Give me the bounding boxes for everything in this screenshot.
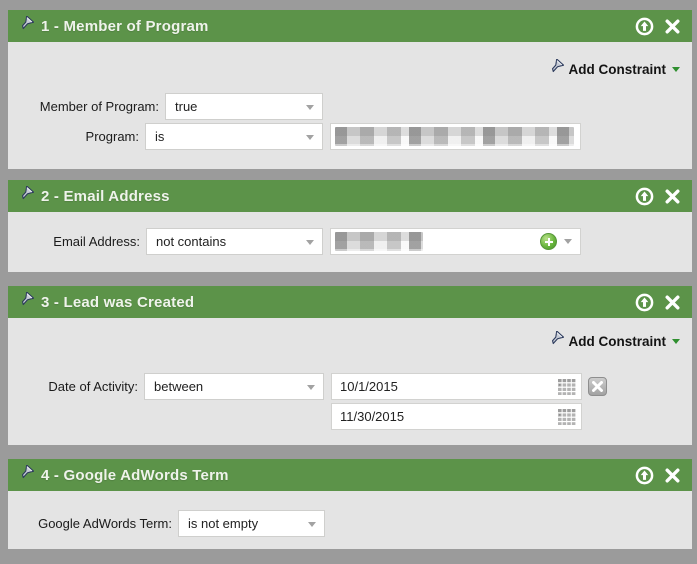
filter-funnel-icon [18, 463, 35, 486]
filter-funnel-icon [18, 184, 35, 207]
field-label: Program: [85, 129, 139, 144]
filter-funnel-icon [18, 290, 35, 313]
filter-header[interactable]: 2 - Email Address [8, 180, 692, 212]
add-constraint-label: Add Constraint [568, 333, 667, 349]
filter-header[interactable]: 1 - Member of Program [8, 10, 692, 42]
chevron-down-icon[interactable] [564, 239, 572, 244]
filter-header[interactable]: 3 - Lead was Created [8, 286, 692, 318]
add-value-icon[interactable] [540, 233, 557, 250]
field-label: Google AdWords Term: [38, 516, 172, 531]
clear-date-icon[interactable] [588, 377, 607, 396]
chevron-down-icon [306, 105, 314, 110]
filter-funnel-icon [18, 14, 35, 37]
move-up-icon[interactable] [634, 186, 654, 206]
move-up-icon[interactable] [634, 16, 654, 36]
filter-panel-member-of-program: 1 - Member of Program Add Constraint [8, 10, 692, 169]
filter-header[interactable]: 4 - Google AdWords Term [8, 459, 692, 491]
filter-body: Email Address: not contains [8, 212, 692, 272]
filter-title: 3 - Lead was Created [41, 293, 195, 311]
add-constraint-funnel-icon [548, 57, 564, 80]
email-value-combobox[interactable] [330, 228, 581, 255]
operator-dropdown[interactable]: between [144, 373, 324, 400]
chevron-down-icon [672, 338, 680, 344]
redacted-value [335, 127, 574, 146]
close-icon[interactable] [662, 186, 682, 206]
field-label: Email Address: [53, 234, 140, 249]
redacted-value [335, 232, 423, 251]
program-value-input[interactable] [330, 123, 581, 150]
move-up-icon[interactable] [634, 465, 654, 485]
field-label: Date of Activity: [48, 379, 138, 394]
filter-body: Add Constraint Member of Program: true P… [8, 42, 692, 169]
filter-body: Google AdWords Term: is not empty [8, 491, 692, 549]
chevron-down-icon [306, 135, 314, 140]
chevron-down-icon [308, 522, 316, 527]
date-from-input[interactable]: 10/1/2015 [331, 373, 582, 400]
filter-title: 2 - Email Address [41, 187, 170, 205]
field-label: Member of Program: [39, 99, 159, 114]
add-constraint-button[interactable]: Add Constraint [548, 57, 680, 80]
close-icon[interactable] [662, 292, 682, 312]
operator-dropdown[interactable]: true [165, 93, 323, 120]
chevron-down-icon [672, 66, 680, 72]
close-icon[interactable] [662, 16, 682, 36]
filter-panel-email-address: 2 - Email Address Email Address: not con… [8, 180, 692, 272]
chevron-down-icon [306, 240, 314, 245]
operator-dropdown[interactable]: is [145, 123, 323, 150]
operator-dropdown[interactable]: not contains [146, 228, 323, 255]
filter-panel-google-adwords-term: 4 - Google AdWords Term Google AdWords T… [8, 459, 692, 549]
close-icon[interactable] [662, 465, 682, 485]
add-constraint-button[interactable]: Add Constraint [548, 329, 680, 352]
add-constraint-label: Add Constraint [568, 61, 667, 77]
calendar-icon[interactable] [558, 379, 576, 395]
date-to-input[interactable]: 11/30/2015 [331, 403, 582, 430]
add-constraint-funnel-icon [548, 329, 564, 352]
filter-body: Add Constraint Date of Activity: between… [8, 318, 692, 445]
filter-panel-lead-was-created: 3 - Lead was Created Add Constraint D [8, 286, 692, 445]
move-up-icon[interactable] [634, 292, 654, 312]
filter-title: 4 - Google AdWords Term [41, 466, 229, 484]
chevron-down-icon [307, 385, 315, 390]
filter-title: 1 - Member of Program [41, 17, 209, 35]
operator-dropdown[interactable]: is not empty [178, 510, 325, 537]
calendar-icon[interactable] [558, 409, 576, 425]
